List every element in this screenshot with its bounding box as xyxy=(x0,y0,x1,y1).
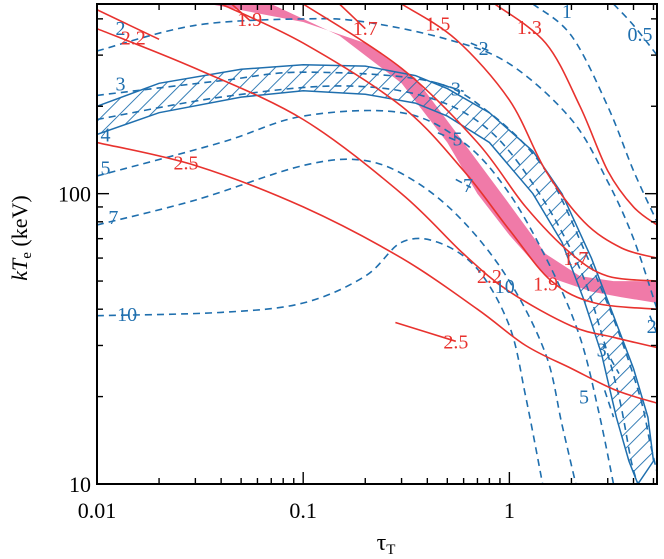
blue-contour-3 xyxy=(455,178,472,189)
hatched-confidence-band xyxy=(97,63,655,484)
red-contour-label-7: 1.7 xyxy=(353,18,378,40)
red-contour-label-9: 1.3 xyxy=(517,17,542,39)
y-axis-title: kTe (keV) xyxy=(7,195,35,280)
red-contour-label-8: 1.5 xyxy=(425,14,450,36)
x-tick-label-1: 0.1 xyxy=(289,498,317,523)
red-contour-label-5: 1.9 xyxy=(237,9,262,31)
blue-contour-6 xyxy=(603,390,615,418)
plot-area xyxy=(97,4,657,484)
y-tick-label-1: 100 xyxy=(58,182,91,207)
red-contour-label-0: 2.5 xyxy=(173,153,198,175)
red-contour-1 xyxy=(395,321,457,343)
red-contour-label-4: 1.9 xyxy=(533,274,558,296)
blue-contour-7 xyxy=(97,85,639,484)
blue-contour-label-9: 3 xyxy=(451,79,461,101)
red-contour-6 xyxy=(302,4,657,282)
red-contour-3 xyxy=(97,8,160,41)
plot-frame xyxy=(96,3,658,485)
x-axis-title: τT xyxy=(377,530,396,558)
red-contour-label-2: 2.2 xyxy=(477,266,502,288)
blue-contour-label-10: 3 xyxy=(597,340,607,362)
blue-contour-2 xyxy=(97,158,577,484)
red-contour-8 xyxy=(401,4,657,259)
red-contour-label-3: 2.2 xyxy=(121,28,146,50)
red-contour-9 xyxy=(494,4,657,226)
red-contour-0 xyxy=(97,141,657,404)
y-tick-label-0: 10 xyxy=(69,472,91,497)
red-contour-2 xyxy=(97,27,657,349)
blue-contour-label-14: 1 xyxy=(562,1,572,23)
blue-contour-0 xyxy=(97,237,544,484)
x-tick-label-2: 1 xyxy=(504,498,515,523)
blue-contour-label-6: 5 xyxy=(579,387,589,409)
blue-contour-10 xyxy=(610,358,620,374)
blue-contour-label-3: 7 xyxy=(463,175,473,197)
axis-ticks: 0.01 0.1 1 10 100 xyxy=(58,4,657,523)
blue-contour-label-4: 5 xyxy=(101,158,111,180)
blue-contour-15 xyxy=(612,4,657,56)
x-tick-label-0: 0.01 xyxy=(78,498,117,523)
red-contour-label-6: 1.7 xyxy=(563,248,588,270)
blue-contour-label-12: 2 xyxy=(479,38,489,60)
blue-contour-label-15: 0.5 xyxy=(627,24,652,46)
blue-contour-label-1: 10 xyxy=(495,276,515,298)
blue-contour-label-13: 2 xyxy=(647,316,657,338)
red-contour-label-1: 2.5 xyxy=(443,331,468,353)
blue-contour-label-2: 7 xyxy=(108,207,118,229)
blue-contour-5 xyxy=(437,132,461,144)
blue-contour-9 xyxy=(437,82,464,93)
blue-contour-label-7: 4 xyxy=(101,124,111,146)
blue-contour-label-11: 2 xyxy=(115,18,125,40)
blue-contour-label-0: 10 xyxy=(117,304,137,326)
blue-contour-8 xyxy=(97,71,657,473)
blue-contour-label-5: 5 xyxy=(452,128,462,150)
blue-contour-11 xyxy=(97,17,657,310)
red-contour-4 xyxy=(220,4,657,310)
blue-contour-4 xyxy=(97,109,615,484)
blue-contour-label-8: 3 xyxy=(115,73,125,95)
red-contour-7 xyxy=(338,4,366,30)
blue-contour-12 xyxy=(470,42,490,52)
